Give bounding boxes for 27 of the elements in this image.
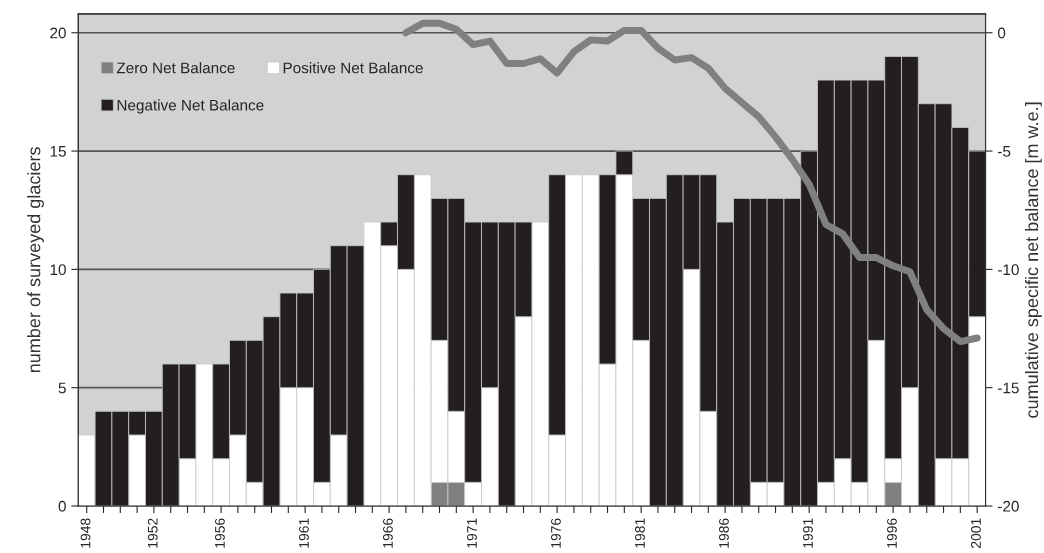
y-tick-label: 5 — [58, 382, 66, 394]
y2-tick-label: -15 — [998, 382, 1019, 394]
legend-label: Zero Net Balance — [116, 62, 235, 74]
x-tick-label: 1948 — [80, 518, 91, 548]
y2-axis-title: cumulative specific net balance [m w.e.] — [1024, 102, 1042, 418]
y-tick-label: 0 — [58, 500, 66, 512]
legend-label: Negative Net Balance — [117, 99, 264, 114]
y-tick-label: 20 — [50, 27, 66, 39]
y-tick-label: 10 — [50, 264, 66, 276]
x-tick-label: 1991 — [803, 518, 813, 548]
x-tick-label: 1976 — [551, 518, 561, 548]
x-tick-label: 1952 — [147, 518, 158, 548]
x-tick-label: 1981 — [635, 518, 645, 548]
y2-tick-label: 0 — [997, 27, 1006, 39]
y2-tick-label: -10 — [998, 264, 1019, 276]
y-axis-title: number of surveyed glaciers — [27, 147, 44, 373]
x-tick-label: 1971 — [467, 518, 477, 548]
x-tick-label: 1961 — [299, 518, 309, 548]
x-tick-label: 1966 — [383, 518, 393, 548]
legend-label: Positive Net Balance — [283, 62, 423, 74]
x-tick-label: 1956 — [215, 518, 225, 548]
x-tick-label: 1986 — [719, 518, 729, 548]
y2-tick-label: -5 — [998, 146, 1011, 157]
x-tick-label: 1996 — [887, 518, 897, 548]
y2-tick-label: -20 — [998, 500, 1019, 512]
y-tick-label: 15 — [50, 146, 66, 157]
x-tick-label: 2001 — [971, 518, 981, 548]
